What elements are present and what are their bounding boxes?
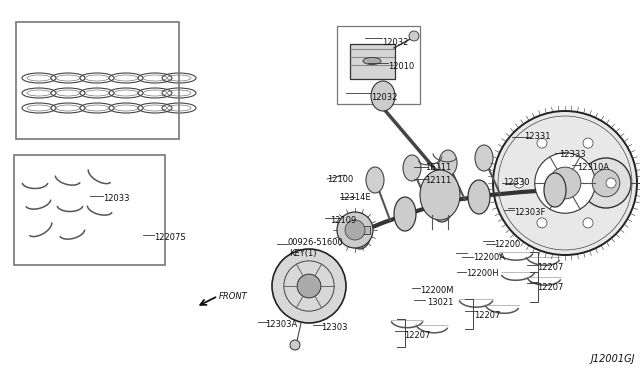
Bar	[350, 44, 395, 79]
Circle shape	[272, 249, 346, 323]
Text: 12207: 12207	[537, 283, 563, 292]
Text: 12200A: 12200A	[473, 253, 505, 262]
Ellipse shape	[420, 170, 460, 220]
Text: 12310A: 12310A	[577, 163, 609, 172]
Circle shape	[297, 274, 321, 298]
Ellipse shape	[366, 167, 384, 193]
Circle shape	[337, 212, 373, 248]
Ellipse shape	[403, 155, 421, 181]
Circle shape	[514, 178, 524, 188]
Text: 12033: 12033	[103, 194, 129, 203]
Text: 12032: 12032	[382, 38, 408, 47]
Ellipse shape	[439, 150, 457, 176]
Ellipse shape	[371, 81, 395, 111]
Text: 00926-51600: 00926-51600	[287, 238, 343, 247]
Text: 13021: 13021	[427, 298, 453, 307]
Text: 12109: 12109	[330, 216, 356, 225]
Text: 12333: 12333	[559, 150, 586, 159]
Bar	[16, 22, 179, 139]
Text: 12207: 12207	[404, 331, 430, 340]
Text: FRONT: FRONT	[219, 292, 248, 301]
Text: 1E111: 1E111	[425, 163, 451, 172]
Circle shape	[493, 111, 637, 255]
Text: 12303F: 12303F	[514, 208, 545, 217]
Text: 12207S: 12207S	[154, 233, 186, 242]
Circle shape	[537, 218, 547, 228]
Text: 12100: 12100	[327, 175, 353, 184]
Circle shape	[345, 220, 365, 240]
Circle shape	[409, 31, 419, 41]
Circle shape	[535, 153, 595, 213]
Text: 12010: 12010	[388, 62, 414, 71]
Ellipse shape	[349, 215, 371, 249]
Text: 12314E: 12314E	[339, 193, 371, 202]
Circle shape	[606, 178, 616, 188]
Text: 12330: 12330	[503, 178, 529, 187]
Bar	[14, 155, 165, 265]
Ellipse shape	[394, 197, 416, 231]
Text: 12331: 12331	[524, 132, 550, 141]
Text: 12303: 12303	[321, 323, 348, 332]
Ellipse shape	[363, 58, 381, 64]
Circle shape	[581, 158, 631, 208]
Ellipse shape	[431, 188, 453, 222]
Ellipse shape	[544, 173, 566, 207]
Circle shape	[592, 169, 620, 197]
Circle shape	[549, 167, 581, 199]
Bar	[337, 26, 420, 104]
Circle shape	[583, 138, 593, 148]
Bar	[358, 226, 370, 234]
Text: 12032: 12032	[371, 93, 397, 102]
Text: 12200H: 12200H	[466, 269, 499, 278]
Text: 12207: 12207	[537, 263, 563, 272]
Text: 12207: 12207	[474, 311, 500, 320]
Text: 12303A: 12303A	[265, 320, 297, 329]
Ellipse shape	[468, 180, 490, 214]
Circle shape	[537, 138, 547, 148]
Text: J12001GJ: J12001GJ	[591, 354, 635, 364]
Circle shape	[290, 340, 300, 350]
Circle shape	[583, 218, 593, 228]
Text: KEY(1): KEY(1)	[289, 249, 317, 258]
Text: 12200M: 12200M	[420, 286, 454, 295]
Text: 12200: 12200	[494, 240, 520, 249]
Ellipse shape	[475, 145, 493, 171]
Text: 12111: 12111	[425, 176, 451, 185]
